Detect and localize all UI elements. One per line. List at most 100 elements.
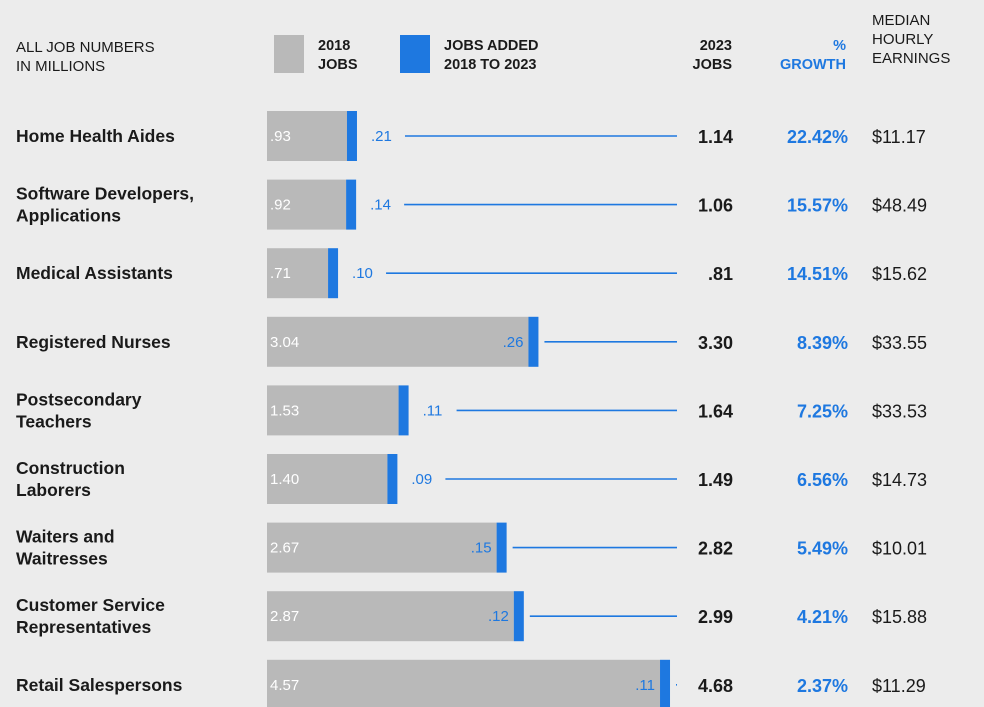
bar-jobs-added [496,522,507,573]
category-label-line: Teachers [16,411,92,431]
value-label-2018: .92 [270,197,291,214]
bar-2018 [267,111,347,161]
value-2023-jobs: 1.06 [698,196,733,216]
bar-2018 [267,591,514,642]
units-note: ALL JOB NUMBERS IN MILLIONS [16,38,155,76]
category-label: Registered Nurses [16,332,171,352]
category-label-line: Laborers [16,480,91,500]
units-note-line1: ALL JOB NUMBERS [16,39,155,56]
legend-added-label: JOBS ADDED 2018 TO 2023 [444,37,539,75]
category-label-line: Registered Nurses [16,332,171,352]
units-note-line2: IN MILLIONS [16,58,106,75]
bar-jobs-added [346,111,357,161]
value-label-2018: 1.53 [270,402,299,419]
value-median-earnings: $48.49 [872,196,927,216]
legend-2018-line2: JOBS [318,57,358,73]
value-label-2018: 2.87 [270,608,299,625]
col-header-earnings-line3: EARNINGS [872,50,951,67]
value-growth: 2.37% [797,676,848,696]
category-label: Medical Assistants [16,263,173,283]
legend-2018-label: 2018 JOBS [318,37,358,75]
bar-2018 [267,385,399,436]
value-label-2018: .93 [270,128,291,145]
bar-2018 [267,659,661,707]
value-median-earnings: $33.55 [872,333,927,353]
value-label-2018: 3.04 [270,334,299,351]
bar-2018 [267,248,329,299]
category-label-line: Postsecondary [16,389,142,409]
legend-2018-swatch [274,35,304,73]
col-header-growth: % GROWTH [744,37,846,75]
bar-2018 [267,522,497,573]
value-label-added: .26 [503,334,524,351]
bar-jobs-added [346,179,357,230]
value-growth: 7.25% [797,401,848,421]
bar-jobs-added [660,659,671,707]
value-growth: 8.39% [797,333,848,353]
category-label: Software Developers, Applications [16,184,194,226]
col-header-2023-line2: JOBS [692,57,733,73]
bar-jobs-added [528,316,539,367]
category-label: Home Health Aides [16,126,175,146]
value-label-2018: 4.57 [270,677,299,694]
category-label-line: Customer Service [16,595,165,615]
value-2023-jobs: 2.82 [698,539,733,559]
value-label-added: .11 [423,402,443,419]
bar-jobs-added [398,385,409,436]
value-label-2018: 2.67 [270,540,299,557]
legend-added-swatch [400,35,430,73]
category-label-line: Waitresses [16,549,108,569]
category-label-line: Home Health Aides [16,126,175,146]
legend-added-line2: 2018 TO 2023 [444,57,537,73]
value-median-earnings: $15.62 [872,264,927,284]
bar-2018 [267,316,529,367]
bar-jobs-added [387,454,398,504]
category-label: Retail Salespersons [16,675,183,695]
value-median-earnings: $15.88 [872,607,927,627]
col-header-earnings-line2: HOURLY [872,31,934,48]
category-label-line: Retail Salespersons [16,675,183,695]
category-label: Customer Service Representatives [16,595,165,637]
category-label-line: Applications [16,206,121,226]
col-header-2023-line1: 2023 [699,38,732,54]
value-2023-jobs: 4.68 [698,676,733,696]
value-growth: 5.49% [797,539,848,559]
value-median-earnings: $11.17 [872,127,926,147]
value-median-earnings: $10.01 [872,539,927,559]
value-label-2018: .71 [270,265,291,282]
category-label: Postsecondary Teachers [16,389,142,431]
category-label-line: Medical Assistants [16,263,173,283]
category-label-line: Waiters and [16,527,115,547]
category-label-line: Representatives [16,617,151,637]
col-header-2023: 2023 JOBS [676,37,733,75]
col-header-earnings: MEDIAN HOURLY EARNINGS [872,11,950,68]
bar-2018 [267,454,388,504]
category-label: Construction Laborers [16,458,125,500]
value-median-earnings: $11.29 [872,676,926,696]
value-growth: 22.42% [787,127,848,147]
value-growth: 14.51% [787,264,848,284]
value-label-added: .09 [411,471,432,488]
value-label-added: .11 [635,677,655,694]
value-median-earnings: $14.73 [872,470,927,490]
legend-added-line1: JOBS ADDED [444,38,539,54]
value-growth: 4.21% [797,607,848,627]
value-2023-jobs: 1.14 [698,127,733,147]
value-label-added: .21 [371,128,392,145]
value-2023-jobs: .81 [708,264,733,284]
value-2023-jobs: 1.64 [698,401,733,421]
value-label-added: .12 [488,608,509,625]
value-label-added: .15 [471,540,492,557]
category-label-line: Software Developers, [16,184,194,204]
col-header-earnings-line1: MEDIAN [872,12,931,29]
value-growth: 15.57% [787,196,848,216]
col-header-growth-line1: % [833,38,846,54]
value-label-added: .10 [352,265,373,282]
value-label-added: .14 [370,197,391,214]
value-median-earnings: $33.53 [872,401,927,421]
bar-jobs-added [328,248,339,299]
value-label-2018: 1.40 [270,471,299,488]
category-label-line: Construction [16,458,125,478]
value-2023-jobs: 2.99 [698,607,733,627]
